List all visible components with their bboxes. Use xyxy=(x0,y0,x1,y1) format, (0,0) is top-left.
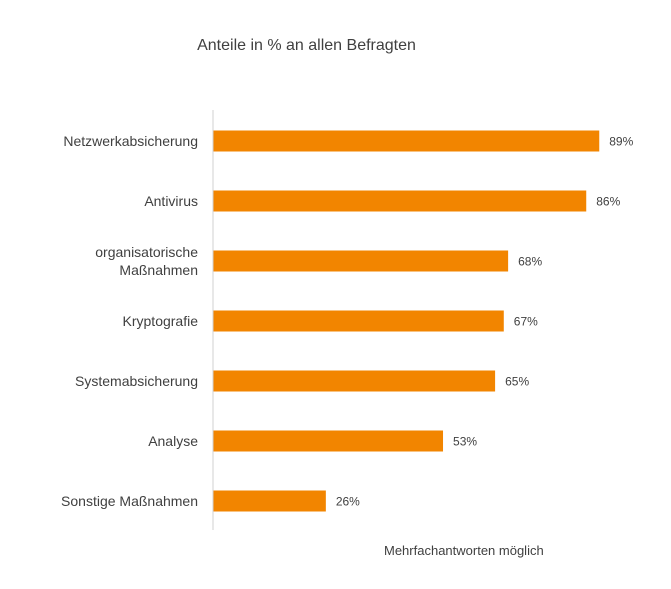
category-label: organisatorische xyxy=(95,244,198,260)
category-label: Kryptografie xyxy=(123,313,199,329)
bar xyxy=(213,430,444,452)
value-label: 26% xyxy=(336,495,360,509)
bar xyxy=(213,490,326,512)
category-label: Analyse xyxy=(148,433,198,449)
bar xyxy=(213,250,509,272)
category-label: Maßnahmen xyxy=(119,262,198,278)
value-label: 65% xyxy=(505,375,529,389)
value-label: 68% xyxy=(518,255,542,269)
value-label: 86% xyxy=(596,195,620,209)
bar xyxy=(213,370,496,392)
value-label: 67% xyxy=(514,315,538,329)
bar xyxy=(213,190,587,212)
category-label: Systemabsicherung xyxy=(75,373,198,389)
footnote: Mehrfachantworten möglich xyxy=(384,543,544,558)
category-label: Sonstige Maßnahmen xyxy=(61,493,198,509)
bar xyxy=(213,130,600,152)
value-label: 89% xyxy=(609,135,633,149)
category-label: Netzwerkabsicherung xyxy=(63,133,198,149)
chart-title: Anteile in % an allen Befragten xyxy=(197,37,416,54)
value-label: 53% xyxy=(453,435,477,449)
category-label: Antivirus xyxy=(144,193,198,209)
bar xyxy=(213,310,504,332)
